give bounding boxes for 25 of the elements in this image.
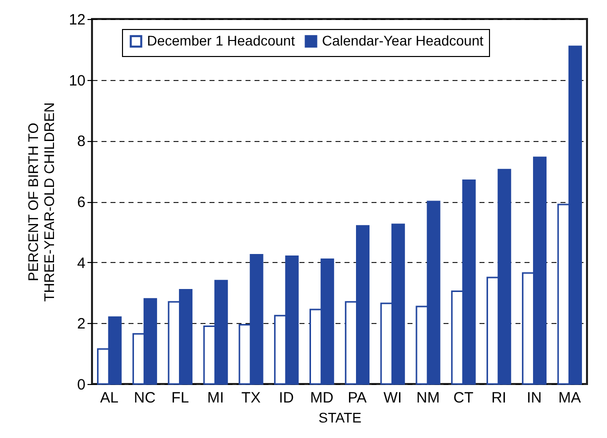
y-tick-label: 0 [77,376,86,394]
y-tick-label: 8 [77,133,86,150]
x-tick-label: PA [348,390,367,406]
y-tick-label: 6 [77,194,86,211]
x-tick-label: WI [383,390,402,406]
x-tick-label: MA [558,390,581,406]
x-tick-label: CT [453,390,474,406]
x-axis-title: STATE [318,410,362,426]
legend-label: December 1 Headcount [147,32,295,48]
x-tick-label: MI [207,390,224,406]
legend-label: Calendar-Year Headcount [322,32,484,48]
y-tick-label: 2 [77,316,86,333]
y-tick-label: 4 [77,254,86,272]
x-tick-label: NM [416,390,440,406]
y-axis-title: PERCENT OF BIRTH TO THREE-YEAR-OLD CHILDREN [24,102,57,302]
x-tick-label: IN [526,390,542,406]
x-tick-label: RI [491,390,506,406]
x-tick-label: ID [278,390,294,406]
y-tick-label: 12 [68,12,86,28]
x-tick-label: FL [171,390,189,406]
x-tick-label: TX [241,390,261,406]
x-tick-label: MD [310,390,334,406]
x-tick-label: NC [134,390,156,406]
y-tick-label: 10 [68,72,86,90]
x-tick-label: AL [100,390,119,406]
